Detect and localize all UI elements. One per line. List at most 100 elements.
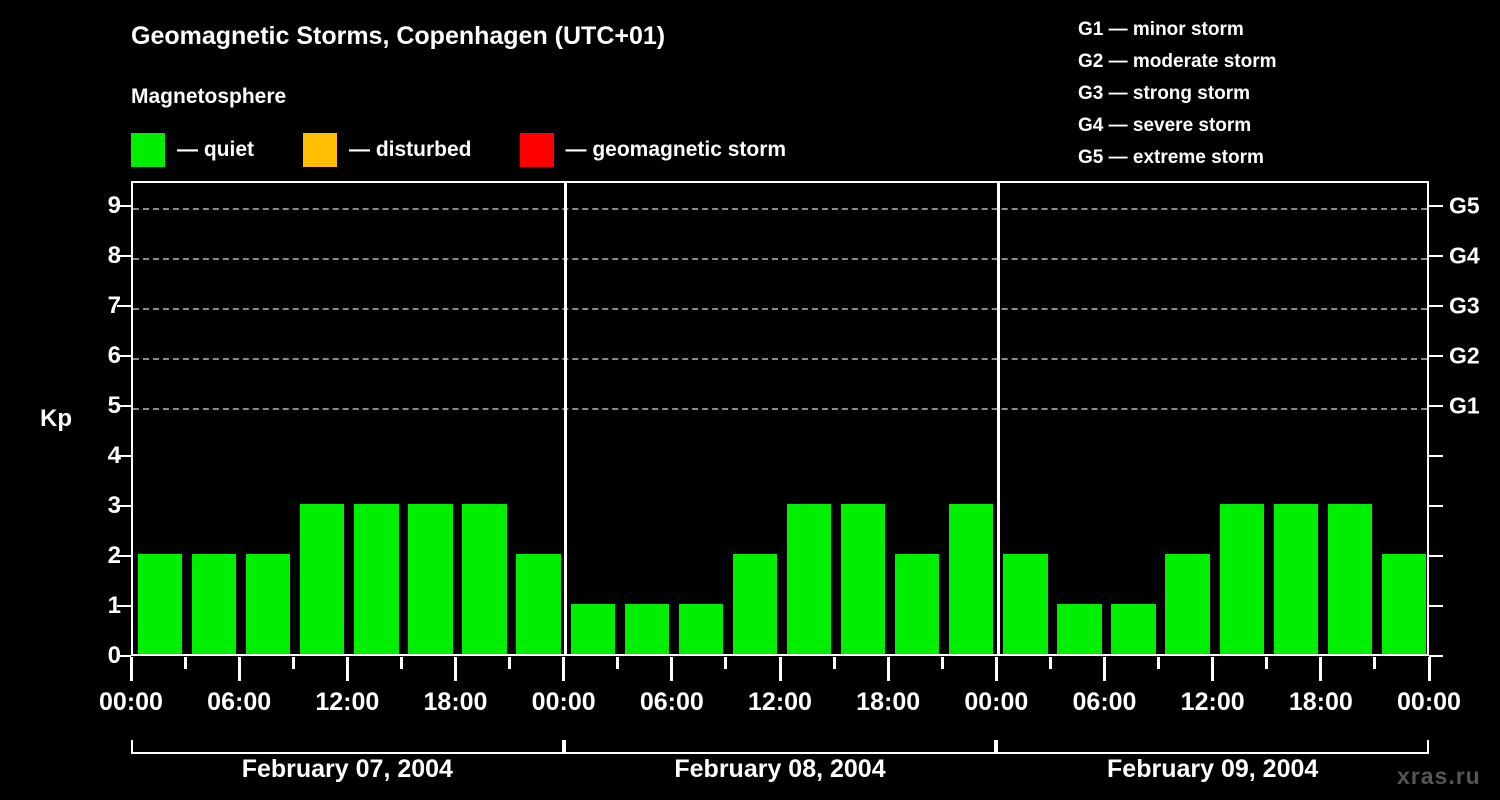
x-tick-label: 18:00 <box>423 688 488 716</box>
bar[interactable] <box>1057 604 1102 654</box>
g-scale-line: G5 — extreme storm <box>1078 147 1264 168</box>
x-tick-major <box>454 657 457 681</box>
bar[interactable] <box>732 554 778 654</box>
y-tick-mark <box>117 305 131 307</box>
x-tick-label: 00:00 <box>531 688 596 716</box>
date-label: February 08, 2004 <box>674 755 886 783</box>
x-tick-major <box>1427 657 1431 681</box>
g-scale-line: G2 — moderate storm <box>1078 51 1277 72</box>
y-tick-mark <box>117 605 131 607</box>
y-tick-label: 7 <box>107 292 121 319</box>
date-bracket <box>563 740 997 754</box>
legend-entry: — geomagnetic storm <box>519 133 787 167</box>
bar[interactable] <box>137 554 183 654</box>
day-divider <box>996 183 1000 654</box>
right-axis-tick-mark <box>1429 555 1443 557</box>
bar[interactable] <box>624 604 669 654</box>
bar[interactable] <box>570 604 615 654</box>
x-tick-minor <box>1373 657 1377 669</box>
x-tick-minor <box>1157 657 1161 669</box>
bar[interactable] <box>246 554 291 654</box>
x-tick-label: 00:00 <box>1397 688 1461 716</box>
y-tick-label: 6 <box>107 342 121 369</box>
y-tick-mark <box>117 655 131 657</box>
x-tick-minor <box>616 657 620 669</box>
x-tick-major <box>1319 657 1323 681</box>
bar[interactable] <box>516 554 561 654</box>
bar[interactable] <box>1003 554 1048 654</box>
x-tick-label: 12:00 <box>748 688 812 716</box>
g-axis-tick-label: G3 <box>1449 292 1480 319</box>
x-tick-minor <box>1265 657 1269 669</box>
y-tick-label: 9 <box>107 192 121 219</box>
g-scale-line: G3 — strong storm <box>1078 83 1251 104</box>
x-tick-minor <box>940 657 944 669</box>
y-tick-label: 4 <box>107 442 121 469</box>
right-axis-tick-mark <box>1429 355 1443 357</box>
y-tick-mark <box>117 205 131 207</box>
x-tick-major <box>1103 657 1106 681</box>
bar[interactable] <box>300 504 345 654</box>
bar[interactable] <box>1219 504 1264 654</box>
legend-entry: — disturbed <box>303 133 472 167</box>
bar[interactable] <box>1381 554 1427 654</box>
y-tick-mark <box>117 455 131 457</box>
x-tick-major <box>778 657 782 681</box>
y-tick-mark <box>117 255 131 257</box>
x-tick-minor <box>399 657 403 669</box>
y-tick-label: 3 <box>107 492 121 519</box>
right-axis-tick-mark <box>1429 655 1443 657</box>
x-tick-label: 12:00 <box>1180 688 1245 716</box>
gridline <box>133 408 1427 410</box>
y-tick-label: 0 <box>107 642 121 669</box>
x-tick-major <box>1211 657 1215 681</box>
bar[interactable] <box>1165 554 1210 654</box>
bar[interactable] <box>1273 504 1318 654</box>
right-axis-tick-mark <box>1429 405 1443 407</box>
bar[interactable] <box>786 504 832 654</box>
red-square-swatch <box>519 133 554 167</box>
g-scale-legend: G1 — minor storm G2 — moderate storm G3 — … <box>1078 14 1277 174</box>
gridline <box>133 308 1427 310</box>
x-tick-major <box>994 657 998 681</box>
g-axis-tick-label: G1 <box>1449 392 1480 419</box>
x-tick-major <box>670 657 674 681</box>
g-axis-tick-label: G4 <box>1449 242 1480 269</box>
right-axis-tick-mark <box>1429 605 1443 607</box>
gridline <box>133 258 1427 260</box>
y-axis-label: Kp <box>40 405 72 432</box>
x-tick-label: 12:00 <box>315 688 380 716</box>
bar[interactable] <box>678 604 724 654</box>
plot-area <box>131 181 1429 656</box>
amber-square-swatch <box>303 133 337 167</box>
watermark: xras.ru <box>1397 763 1481 789</box>
legend-entry-label: — geomagnetic storm <box>565 138 787 161</box>
x-tick-major <box>345 657 349 681</box>
bar[interactable] <box>191 554 237 654</box>
x-tick-major <box>886 657 890 681</box>
bar[interactable] <box>1111 604 1156 654</box>
x-tick-major <box>562 657 566 681</box>
y-tick-label: 1 <box>107 592 121 619</box>
y-tick-mark <box>117 555 131 557</box>
bar[interactable] <box>895 554 940 654</box>
date-label: February 07, 2004 <box>241 755 453 783</box>
bar[interactable] <box>1327 504 1373 654</box>
legend-entry: — quiet <box>131 133 254 167</box>
day-divider <box>564 183 568 654</box>
bar[interactable] <box>354 504 399 654</box>
gridline <box>133 208 1427 210</box>
bar[interactable] <box>462 504 507 654</box>
bar[interactable] <box>408 504 453 654</box>
y-tick-mark <box>117 405 131 407</box>
bar[interactable] <box>949 504 994 654</box>
g-scale-line: G4 — severe storm <box>1078 115 1252 136</box>
plot-inner <box>133 183 1427 654</box>
right-axis-tick-mark <box>1429 455 1443 457</box>
chart-subtitle: Magnetosphere <box>131 85 287 108</box>
right-axis-tick-mark <box>1429 205 1443 207</box>
g-axis-tick-label: G2 <box>1449 342 1480 369</box>
bar[interactable] <box>840 504 886 654</box>
right-axis-tick-mark <box>1429 305 1443 307</box>
